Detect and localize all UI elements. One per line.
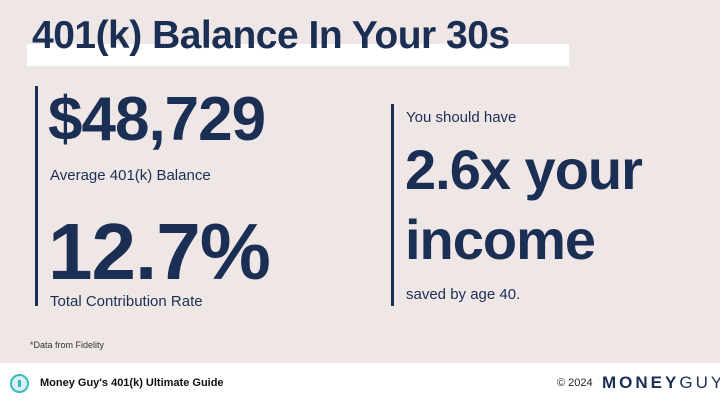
- page-title: 401(k) Balance In Your 30s: [32, 14, 510, 57]
- left-divider: [35, 86, 38, 306]
- multiple-line1: 2.6x your: [405, 138, 643, 201]
- multiple-line2: income: [405, 208, 596, 271]
- rate-value: 12.7%: [48, 207, 271, 296]
- copyright: © 2024: [557, 377, 593, 389]
- logo-bold: MONEY: [602, 373, 680, 392]
- moneyguy-logo: MONEYGUY: [602, 373, 720, 393]
- footer: Money Guy's 401(k) Ultimate Guide © 2024…: [0, 363, 720, 404]
- balance-label: Average 401(k) Balance: [50, 167, 211, 184]
- logo-light: GUY: [679, 373, 720, 392]
- right-divider: [391, 104, 394, 306]
- balance-value: $48,729: [48, 85, 266, 154]
- intro-text: You should have: [406, 109, 517, 126]
- outro-text: saved by age 40.: [406, 286, 521, 303]
- download-bubble-icon: [10, 374, 29, 393]
- guide-title: Money Guy's 401(k) Ultimate Guide: [40, 377, 224, 389]
- rate-label: Total Contribution Rate: [50, 293, 203, 310]
- title-highlight: [27, 44, 569, 66]
- data-source-note: *Data from Fidelity: [30, 340, 105, 350]
